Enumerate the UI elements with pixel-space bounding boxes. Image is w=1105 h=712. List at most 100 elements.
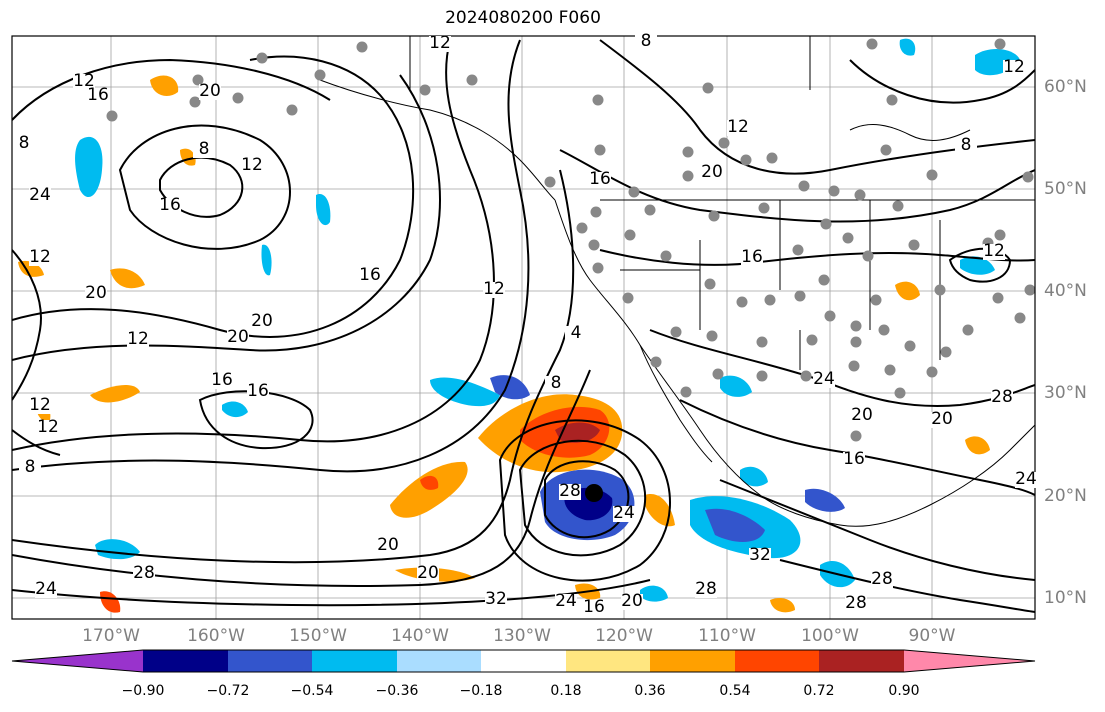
lon-label: 170°W bbox=[82, 626, 140, 646]
contour-label: 32 bbox=[749, 545, 771, 565]
contour-label-background bbox=[483, 282, 505, 298]
contour-label: 24 bbox=[813, 369, 835, 389]
contour-label-background bbox=[741, 250, 763, 266]
colorbar-segment bbox=[228, 650, 312, 672]
contour-label: 24 bbox=[1015, 469, 1037, 489]
contour-label-background bbox=[13, 136, 35, 152]
contour-label: 12 bbox=[29, 247, 51, 267]
contour-label-background bbox=[813, 372, 835, 388]
contour-label-background bbox=[931, 412, 953, 428]
lon-label: 110°W bbox=[698, 626, 756, 646]
colorbar-segment bbox=[481, 650, 566, 672]
lat-label: 20°N bbox=[1044, 486, 1087, 506]
contour-label: 32 bbox=[485, 589, 507, 609]
graticule bbox=[12, 36, 1035, 619]
contour-label-background bbox=[127, 332, 149, 348]
contour-label: 28 bbox=[133, 563, 155, 583]
contour-label: 12 bbox=[1003, 57, 1025, 77]
contour-label: 20 bbox=[417, 563, 439, 583]
lon-label: 100°W bbox=[801, 626, 859, 646]
contour-label: 8 bbox=[961, 135, 972, 155]
contour-label-background bbox=[613, 506, 635, 522]
contour-label-background bbox=[635, 34, 657, 50]
colorbar-tick-label: −0.18 bbox=[459, 683, 503, 699]
contour-label-background bbox=[701, 165, 723, 181]
contour-label-background bbox=[555, 594, 577, 610]
map-title: 2024080200 F060 bbox=[445, 8, 601, 28]
contour-label-background bbox=[749, 548, 771, 564]
contour-label-background bbox=[589, 172, 611, 188]
contour-label: 20 bbox=[621, 591, 643, 611]
colorbar-tick-label: 0.72 bbox=[803, 683, 835, 699]
contour-label: 8 bbox=[19, 133, 30, 153]
lat-label: 60°N bbox=[1044, 77, 1087, 97]
contour-label-background bbox=[727, 120, 749, 136]
lon-label: 160°W bbox=[187, 626, 245, 646]
contour-label-background bbox=[211, 373, 233, 389]
contour-label-background bbox=[247, 384, 269, 400]
contour-label: 28 bbox=[559, 481, 581, 501]
contour-label-background bbox=[871, 572, 893, 588]
contour-label: 16 bbox=[87, 85, 109, 105]
contour-label-background bbox=[37, 420, 59, 436]
colorbar-tick-label: 0.36 bbox=[634, 683, 666, 699]
contour-label: 20 bbox=[251, 311, 273, 331]
colorbar-segment bbox=[12, 650, 143, 672]
colorbar-tick-label: 0.90 bbox=[888, 683, 920, 699]
contour-label: 12 bbox=[483, 279, 505, 299]
lat-label: 30°N bbox=[1044, 383, 1087, 403]
contour-label-background bbox=[417, 566, 439, 582]
colorbar-segment bbox=[735, 650, 819, 672]
contour-label-background bbox=[565, 326, 587, 342]
station-markers bbox=[106, 38, 1035, 442]
colorbar-tick-label: −0.36 bbox=[375, 683, 419, 699]
contour-label-background bbox=[955, 138, 977, 154]
contour-label-background bbox=[199, 84, 221, 100]
lat-label: 10°N bbox=[1044, 588, 1087, 608]
contour-label-background bbox=[559, 484, 581, 500]
map-frame bbox=[11, 35, 1036, 620]
colorbar-segment bbox=[904, 650, 1035, 672]
contour-label: 28 bbox=[991, 387, 1013, 407]
contour-label-background bbox=[1015, 472, 1037, 488]
colorbar-segment bbox=[819, 650, 904, 672]
contour-label: 20 bbox=[227, 327, 249, 347]
contour-label: 12 bbox=[983, 241, 1005, 261]
contour-label: 16 bbox=[583, 597, 605, 617]
contour-label: 24 bbox=[35, 579, 57, 599]
lat-label: 40°N bbox=[1044, 281, 1087, 301]
colorbar-tick-label: 0.18 bbox=[550, 683, 582, 699]
low-center-marker bbox=[585, 484, 603, 502]
colorbar-tick-label: −0.54 bbox=[290, 683, 334, 699]
contour-label: 8 bbox=[25, 457, 36, 477]
contour-label-background bbox=[29, 188, 51, 204]
contour-label: 16 bbox=[843, 449, 865, 469]
contour-label-background bbox=[983, 244, 1005, 260]
lon-label: 140°W bbox=[391, 626, 449, 646]
contour-label-background bbox=[429, 36, 451, 52]
colorbar-segment bbox=[566, 650, 650, 672]
contour-label: 24 bbox=[555, 591, 577, 611]
lon-label: 150°W bbox=[289, 626, 347, 646]
contour-label: 16 bbox=[359, 265, 381, 285]
contour-label: 12 bbox=[29, 395, 51, 415]
lon-label: 120°W bbox=[595, 626, 653, 646]
contour-label-background bbox=[193, 142, 215, 158]
contour-label: 12 bbox=[241, 155, 263, 175]
contour-label: 20 bbox=[377, 535, 399, 555]
contour-label-background bbox=[583, 600, 605, 616]
contour-label: 24 bbox=[29, 185, 51, 205]
contour-label: 20 bbox=[701, 162, 723, 182]
contour-label: 28 bbox=[695, 579, 717, 599]
colorbar-segment bbox=[650, 650, 735, 672]
contour-label-background bbox=[485, 592, 507, 608]
coastlines bbox=[319, 36, 1035, 527]
lat-label: 50°N bbox=[1044, 179, 1087, 199]
lon-label: 90°W bbox=[908, 626, 956, 646]
colorbar-tick-label: −0.72 bbox=[206, 683, 250, 699]
contour-label: 16 bbox=[159, 195, 181, 215]
contour-label-background bbox=[73, 74, 95, 90]
contour-label: 20 bbox=[931, 409, 953, 429]
contour-label-background bbox=[545, 376, 567, 392]
